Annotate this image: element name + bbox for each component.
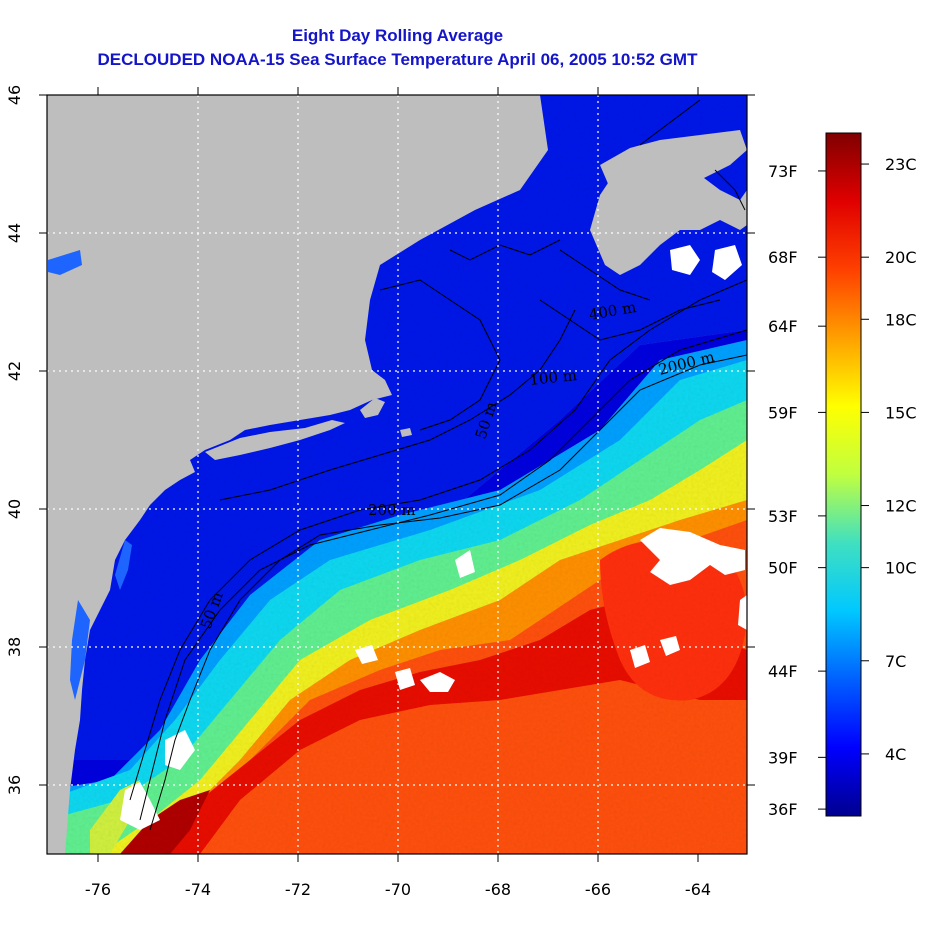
lon-label: -70	[385, 880, 411, 899]
land-mass	[47, 95, 747, 854]
lon-tick-labels: -76 -74 -72 -70 -68 -66 -64	[85, 880, 711, 899]
colorbar-fahrenheit-label: 73F	[768, 162, 798, 181]
colorbar	[825, 132, 862, 817]
lat-label: 38	[5, 637, 24, 657]
bathymetry-contours	[129, 99, 747, 831]
lat-label: 46	[5, 85, 24, 105]
colorbar-celsius-label: 23C	[885, 155, 917, 174]
sst-gulf-stream-core	[150, 600, 747, 854]
sst-dark-red-edge	[120, 790, 210, 854]
colorbar-fahrenheit-label: 44F	[768, 662, 798, 681]
colorbar-celsius-label: 15C	[885, 403, 917, 422]
lat-label: 36	[5, 775, 24, 795]
lat-tick-labels: 46 44 42 40 38 36	[5, 85, 24, 795]
cape-cod	[360, 398, 385, 418]
lon-label: -68	[485, 880, 511, 899]
sst-plot-area: 50 m 200 m 2000 m 400 m 100 m 50 m	[47, 95, 747, 854]
nantucket	[400, 428, 412, 437]
colorbar-celsius-label: 10C	[885, 559, 917, 578]
colorbar-celsius-label: 18C	[885, 310, 917, 329]
graticule	[47, 95, 747, 854]
colorbar-fahrenheit-label: 53F	[768, 507, 798, 526]
lon-label: -74	[185, 880, 211, 899]
lat-label: 40	[5, 499, 24, 519]
map-title: Eight Day Rolling Average	[291, 26, 504, 45]
lat-label: 42	[5, 361, 24, 381]
contour-label-200m: 200 m	[368, 501, 416, 519]
lon-label: -64	[685, 880, 711, 899]
lon-label: -76	[85, 880, 111, 899]
colorbar-fahrenheit-label: 64F	[768, 317, 798, 336]
colorbar-fahrenheit-label: 50F	[768, 559, 798, 578]
colorbar-fahrenheit-label: 68F	[768, 248, 798, 267]
nova-scotia	[600, 130, 747, 200]
bay-waters	[48, 250, 132, 700]
lon-label: -66	[585, 880, 611, 899]
contour-label-100m: 100 m	[529, 366, 578, 389]
colorbar-celsius-label: 7C	[885, 652, 906, 671]
colorbar-fahrenheit-label: 39F	[768, 748, 798, 767]
colorbar-celsius-label: 20C	[885, 248, 917, 267]
map-subtitle: DECLOUDED NOAA-15 Sea Surface Temperatur…	[97, 50, 698, 69]
lon-label: -72	[285, 880, 311, 899]
colorbar-fahrenheit-scale: 73F 68F 64F 59F 53F 50F 44F 39F 36F	[768, 162, 826, 819]
colorbar-celsius-scale: 23C 20C 18C 15C 12C 10C 7C 4C	[861, 155, 917, 764]
colorbar-celsius-label: 12C	[885, 497, 917, 516]
colorbar-celsius-label: 4C	[885, 745, 906, 764]
lat-label: 44	[5, 223, 24, 243]
long-island	[205, 420, 345, 460]
cloud-mask	[49, 116, 747, 830]
plot-frame	[46, 94, 748, 855]
lat-ticks	[39, 94, 755, 786]
colorbar-fahrenheit-label: 59F	[768, 403, 798, 422]
lon-ticks	[97, 87, 699, 862]
colorbar-fahrenheit-label: 36F	[768, 800, 798, 819]
